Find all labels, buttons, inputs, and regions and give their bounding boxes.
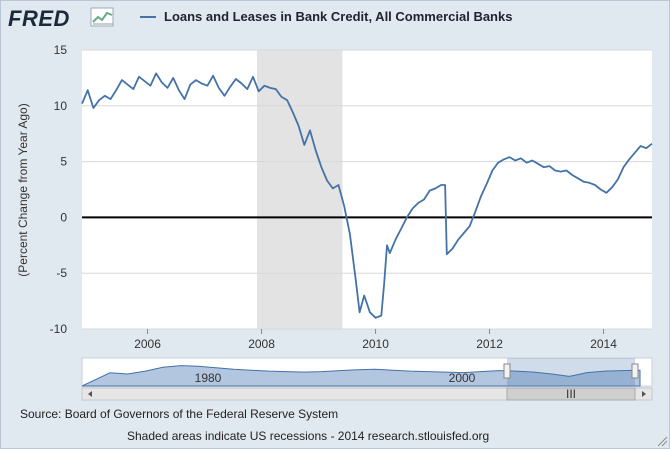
scroll-left-arrow-icon[interactable] (88, 391, 92, 397)
y-tick-label: 0 (60, 210, 67, 224)
navigator-label-1980: 1980 (195, 371, 222, 385)
legend-label: Loans and Leases in Bank Credit, All Com… (164, 9, 513, 24)
y-tick-label: 10 (54, 99, 68, 113)
scrollbar-grip[interactable]: III (566, 387, 576, 401)
graph-icon (90, 7, 114, 27)
x-tick-label: 2014 (590, 337, 617, 351)
x-axis-ticks: 2006 2008 2010 2012 2014 (134, 329, 617, 351)
x-tick-label: 2010 (362, 337, 389, 351)
resize-grip-icon[interactable] (656, 435, 668, 447)
fred-logo: FRED (8, 6, 70, 31)
y-axis-label: (Percent Change from Year Ago) (16, 103, 30, 276)
plot-background (82, 50, 652, 329)
series-line (81, 72, 653, 319)
gridlines (82, 49, 652, 330)
legend-swatch (140, 15, 156, 18)
x-tick-label: 2012 (476, 337, 503, 351)
recession-note: Shaded areas indicate US recessions - 20… (127, 429, 490, 443)
y-tick-label: -5 (56, 266, 67, 280)
source-note: Source: Board of Governors of the Federa… (20, 407, 339, 421)
y-tick-label: 5 (60, 155, 67, 169)
navigator-selected-range[interactable] (507, 358, 635, 386)
navigator-handle-right[interactable] (631, 363, 639, 379)
scroll-right-arrow-icon[interactable] (642, 391, 646, 397)
scrollbar-thumb[interactable] (506, 387, 636, 401)
navigator-label-2000: 2000 (449, 371, 476, 385)
navigator-handle-left[interactable] (503, 363, 511, 379)
x-tick-label: 2006 (134, 337, 161, 351)
navigator-series (81, 365, 641, 387)
y-tick-label: 15 (54, 43, 68, 57)
x-tick-label: 2008 (248, 337, 275, 351)
y-axis-ticks: 15 10 5 0 -5 -10 (50, 43, 68, 336)
y-tick-label: -10 (50, 322, 68, 336)
legend: Loans and Leases in Bank Credit, All Com… (140, 9, 512, 24)
recession-shade (256, 50, 343, 329)
